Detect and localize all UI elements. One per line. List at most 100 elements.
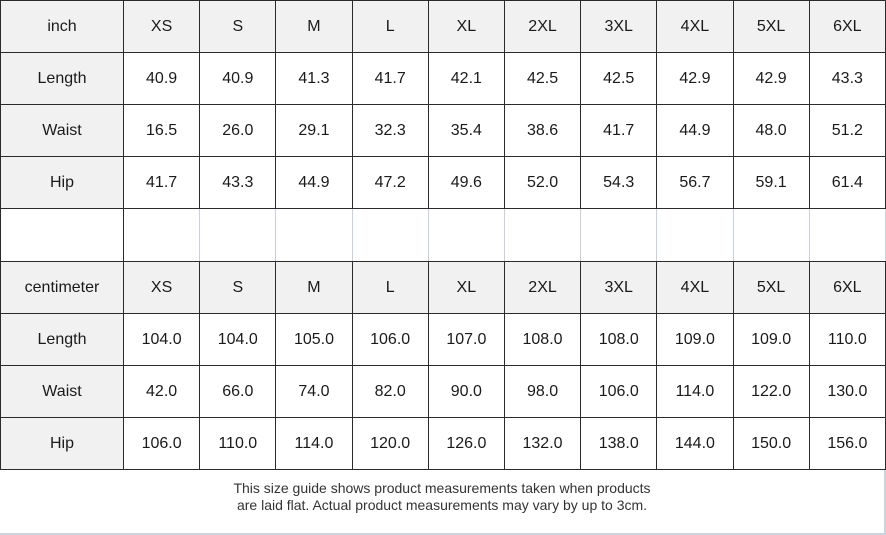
- measurement-cell: 98.0: [503, 365, 582, 418]
- measurement-cell: 107.0: [427, 313, 505, 366]
- measurement-cell: 105.0: [275, 313, 353, 366]
- size-col-header: 4XL: [656, 0, 734, 53]
- size-col-header: L: [351, 0, 429, 53]
- measurement-cell: 110.0: [808, 313, 886, 366]
- size-col-header: 2XL: [503, 261, 582, 314]
- measurement-cell: 42.9: [732, 52, 810, 105]
- measurement-cell: 156.0: [808, 417, 886, 470]
- row-label: Hip: [0, 156, 124, 209]
- table-row: Length 104.0 104.0 105.0 106.0 107.0 108…: [0, 313, 886, 366]
- measurement-cell: 29.1: [275, 104, 353, 157]
- measurement-cell: 44.9: [656, 104, 734, 157]
- measurement-cell: 41.7: [122, 156, 201, 209]
- measurement-cell: 41.7: [351, 52, 429, 105]
- measurement-cell: 35.4: [427, 104, 505, 157]
- size-col-header: XS: [122, 0, 201, 53]
- measurement-cell: 26.0: [199, 104, 277, 157]
- spacer-cell: [734, 209, 810, 261]
- note-line-2: are laid flat. Actual product measuremen…: [236, 497, 648, 513]
- measurement-cell: 106.0: [580, 365, 658, 418]
- measurement-cell: 144.0: [656, 417, 734, 470]
- row-label: Hip: [0, 417, 124, 470]
- measurement-cell: 66.0: [199, 365, 277, 418]
- spacer-cell: [810, 209, 886, 261]
- measurement-cell: 40.9: [199, 52, 277, 105]
- centimeter-header-row: centimeter XS S M L XL 2XL 3XL 4XL 5XL 6…: [0, 261, 886, 314]
- unit-label-inch: inch: [0, 0, 124, 53]
- measurement-cell: 126.0: [427, 417, 505, 470]
- measurement-cell: 41.3: [275, 52, 353, 105]
- spacer-cell: [1, 209, 124, 261]
- row-label: Waist: [0, 104, 124, 157]
- size-table-inch: inch XS S M L XL 2XL 3XL 4XL 5XL 6XL Len…: [0, 0, 886, 209]
- measurement-cell: 106.0: [351, 313, 429, 366]
- measurement-cell: 108.0: [503, 313, 582, 366]
- size-col-header: 3XL: [580, 261, 658, 314]
- measurement-cell: 42.1: [427, 52, 505, 105]
- measurement-cell: 120.0: [351, 417, 429, 470]
- measurement-cell: 122.0: [732, 365, 810, 418]
- size-col-header: S: [199, 0, 277, 53]
- size-col-header: L: [351, 261, 429, 314]
- table-row: Hip 41.7 43.3 44.9 47.2 49.6 52.0 54.3 5…: [0, 156, 886, 209]
- measurement-cell: 82.0: [351, 365, 429, 418]
- spacer-cell: [276, 209, 353, 261]
- size-col-header: XS: [122, 261, 201, 314]
- measurement-cell: 47.2: [351, 156, 429, 209]
- measurement-cell: 104.0: [199, 313, 277, 366]
- table-row: Waist 16.5 26.0 29.1 32.3 35.4 38.6 41.7…: [0, 104, 886, 157]
- measurement-cell: 16.5: [122, 104, 201, 157]
- size-table-centimeter: centimeter XS S M L XL 2XL 3XL 4XL 5XL 6…: [0, 261, 886, 470]
- spacer-row: [0, 209, 886, 261]
- size-col-header: M: [275, 261, 353, 314]
- measurement-cell: 114.0: [275, 417, 353, 470]
- spacer-cell: [581, 209, 658, 261]
- spacer-cell: [505, 209, 582, 261]
- spacer-cell: [353, 209, 429, 261]
- measurement-cell: 49.6: [427, 156, 505, 209]
- measurement-cell: 44.9: [275, 156, 353, 209]
- measurement-cell: 32.3: [351, 104, 429, 157]
- measurement-cell: 109.0: [656, 313, 734, 366]
- size-col-header: 4XL: [656, 261, 734, 314]
- inch-header-row: inch XS S M L XL 2XL 3XL 4XL 5XL 6XL: [0, 0, 886, 53]
- spacer-cell: [429, 209, 506, 261]
- spacer-cell: [657, 209, 734, 261]
- measurement-cell: 56.7: [656, 156, 734, 209]
- measurement-cell: 48.0: [732, 104, 810, 157]
- measurement-cell: 41.7: [580, 104, 658, 157]
- size-col-header: M: [275, 0, 353, 53]
- measurement-cell: 106.0: [122, 417, 201, 470]
- measurement-cell: 110.0: [199, 417, 277, 470]
- measurement-cell: 54.3: [580, 156, 658, 209]
- measurement-cell: 138.0: [580, 417, 658, 470]
- measurement-cell: 132.0: [503, 417, 582, 470]
- size-col-header: 6XL: [808, 0, 886, 53]
- measurement-cell: 40.9: [122, 52, 201, 105]
- size-col-header: 3XL: [580, 0, 658, 53]
- size-col-header: 5XL: [732, 261, 810, 314]
- measurement-cell: 74.0: [275, 365, 353, 418]
- spacer-cell: [200, 209, 277, 261]
- table-row: Hip 106.0 110.0 114.0 120.0 126.0 132.0 …: [0, 417, 886, 470]
- measurement-cell: 150.0: [732, 417, 810, 470]
- measurement-cell: 114.0: [656, 365, 734, 418]
- measurement-cell: 42.0: [122, 365, 201, 418]
- measurement-cell: 108.0: [580, 313, 658, 366]
- size-col-header: XL: [427, 261, 505, 314]
- row-label: Length: [0, 52, 124, 105]
- size-col-header: 2XL: [503, 0, 582, 53]
- size-col-header: 5XL: [732, 0, 810, 53]
- measurement-cell: 130.0: [808, 365, 886, 418]
- measurement-cell: 104.0: [122, 313, 201, 366]
- measurement-cell: 109.0: [732, 313, 810, 366]
- measurement-cell: 43.3: [199, 156, 277, 209]
- measurement-cell: 52.0: [503, 156, 582, 209]
- measurement-cell: 51.2: [808, 104, 886, 157]
- note-line-1: This size guide shows product measuremen…: [233, 480, 651, 496]
- size-col-header: S: [199, 261, 277, 314]
- measurement-cell: 90.0: [427, 365, 505, 418]
- measurement-cell: 42.5: [503, 52, 582, 105]
- measurement-cell: 42.5: [580, 52, 658, 105]
- table-row: Waist 42.0 66.0 74.0 82.0 90.0 98.0 106.…: [0, 365, 886, 418]
